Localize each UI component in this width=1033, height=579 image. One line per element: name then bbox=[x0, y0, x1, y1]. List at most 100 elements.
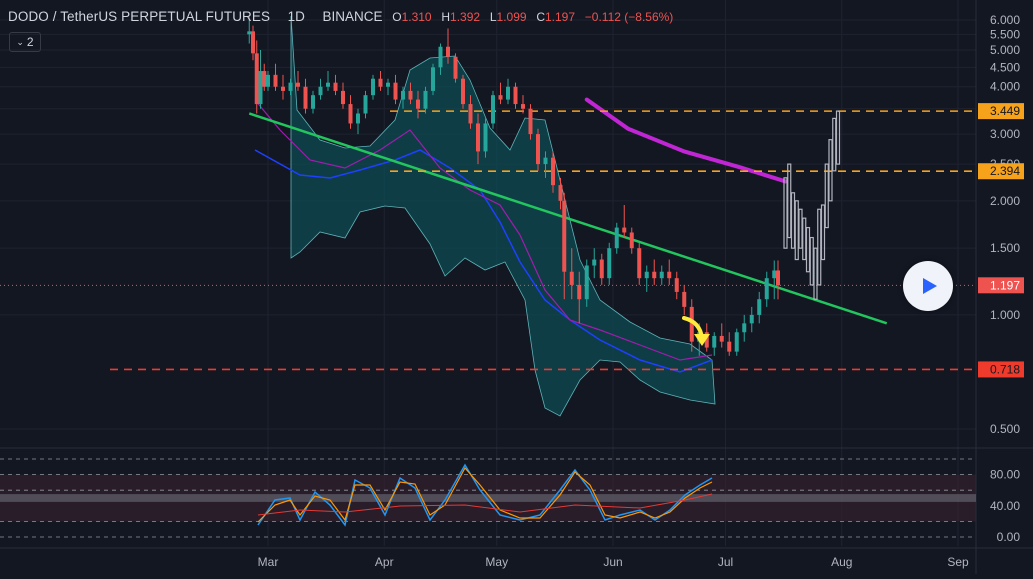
price-tick-label: 5.500 bbox=[990, 27, 1020, 41]
candle-body bbox=[423, 90, 428, 109]
price-level-tag-label: 0.718 bbox=[990, 362, 1020, 376]
candle-body bbox=[303, 86, 308, 109]
price-level-tag bbox=[978, 361, 1024, 378]
low-value: 1.099 bbox=[496, 10, 527, 24]
candle-body bbox=[551, 157, 555, 186]
candle-body bbox=[251, 31, 255, 54]
candle-body bbox=[483, 123, 488, 152]
candle-body bbox=[378, 78, 383, 87]
candle-body bbox=[254, 53, 259, 105]
candle-body bbox=[607, 248, 612, 279]
projection-bar bbox=[835, 110, 841, 165]
candle-body bbox=[719, 335, 724, 342]
candle-body bbox=[506, 86, 510, 100]
moving-average-line bbox=[584, 97, 788, 184]
candle-body bbox=[356, 113, 360, 124]
projection-bar bbox=[783, 177, 788, 249]
candle-body bbox=[371, 78, 375, 96]
candle-body bbox=[333, 82, 338, 91]
candle-body bbox=[749, 314, 754, 324]
candle-body bbox=[776, 270, 780, 286]
price-level-tag-label: 3.449 bbox=[990, 104, 1020, 118]
interval-label[interactable]: 1D bbox=[287, 9, 305, 24]
projection-bar bbox=[813, 247, 818, 300]
candle-body bbox=[453, 56, 458, 79]
candle-body bbox=[262, 71, 267, 87]
candle-body bbox=[363, 95, 368, 114]
candle-body bbox=[734, 332, 739, 352]
candle-body bbox=[629, 232, 634, 249]
price-level-tag-label: 2.394 bbox=[990, 164, 1020, 178]
candle-body bbox=[637, 248, 642, 279]
candle-body bbox=[764, 278, 769, 300]
candle-body bbox=[326, 82, 330, 87]
play-button[interactable] bbox=[903, 261, 953, 311]
candle-body bbox=[476, 123, 480, 152]
candle-body bbox=[498, 95, 503, 100]
candle-body bbox=[584, 265, 589, 300]
price-tick-label: 3.000 bbox=[990, 127, 1020, 141]
candle-body bbox=[742, 323, 747, 333]
projection-bar bbox=[798, 208, 803, 249]
candle-body bbox=[528, 108, 533, 135]
change-value: −0.112 (−8.56%) bbox=[584, 10, 674, 24]
stoch-mid-band bbox=[0, 494, 976, 502]
candle-body bbox=[659, 271, 664, 279]
candle-body bbox=[288, 82, 293, 91]
stoch-tick-label: 0.00 bbox=[997, 530, 1021, 544]
time-tick-label: Sep bbox=[947, 555, 969, 569]
candle-body bbox=[577, 284, 582, 300]
candle-body bbox=[614, 227, 619, 249]
open-value: 1.310 bbox=[401, 10, 432, 24]
price-tick-label: 1.500 bbox=[990, 241, 1020, 255]
candle-body bbox=[599, 259, 604, 279]
chevron-down-icon: ⌄ bbox=[16, 36, 24, 47]
candle-body bbox=[652, 271, 657, 279]
volatility-band bbox=[290, 15, 716, 417]
candle-body bbox=[341, 90, 345, 105]
candle-body bbox=[772, 270, 777, 279]
candle-body bbox=[558, 185, 563, 201]
low-label: L bbox=[489, 10, 497, 24]
projection-bar bbox=[824, 163, 829, 229]
close-label: C bbox=[536, 10, 545, 24]
projection-bar bbox=[832, 117, 837, 172]
annotation-arrowhead bbox=[694, 334, 710, 346]
candle-body bbox=[258, 71, 263, 105]
candle-body bbox=[266, 74, 270, 87]
candle-body bbox=[273, 74, 278, 87]
candle-body bbox=[393, 82, 398, 100]
candle-body bbox=[468, 104, 473, 124]
trendline bbox=[248, 112, 888, 325]
candle-body bbox=[562, 200, 567, 272]
high-label: H bbox=[441, 10, 451, 24]
candles-group bbox=[247, 17, 780, 356]
candle-body bbox=[644, 271, 649, 279]
exchange-label: BINANCE bbox=[322, 9, 383, 24]
candle-body bbox=[622, 227, 627, 233]
open-label: O bbox=[392, 10, 402, 24]
candle-body bbox=[521, 104, 525, 109]
price-tick-label: 4.500 bbox=[990, 60, 1020, 74]
candle-body bbox=[689, 306, 694, 342]
candle-body bbox=[712, 335, 717, 348]
candle-body bbox=[461, 78, 465, 105]
stoch-d-line bbox=[257, 466, 713, 523]
close-value: 1.197 bbox=[544, 10, 576, 24]
candle-body bbox=[727, 341, 732, 352]
indicators-toggle-button[interactable]: ⌄ 2 bbox=[9, 32, 41, 52]
price-tick-label: 1.000 bbox=[990, 308, 1020, 322]
projection-group bbox=[783, 110, 841, 300]
candle-body bbox=[386, 82, 390, 87]
projection-bar bbox=[820, 204, 826, 261]
candle-body bbox=[536, 134, 540, 165]
candle-body bbox=[543, 157, 548, 165]
stoch-tick-label: 80.00 bbox=[990, 468, 1020, 482]
candle-body bbox=[281, 86, 285, 91]
time-tick-label: Aug bbox=[831, 555, 852, 569]
candle-body bbox=[446, 46, 450, 57]
symbol-title[interactable]: DODO / TetherUS PERPETUAL FUTURES bbox=[8, 9, 271, 24]
price-tick-label: 4.000 bbox=[990, 80, 1020, 94]
